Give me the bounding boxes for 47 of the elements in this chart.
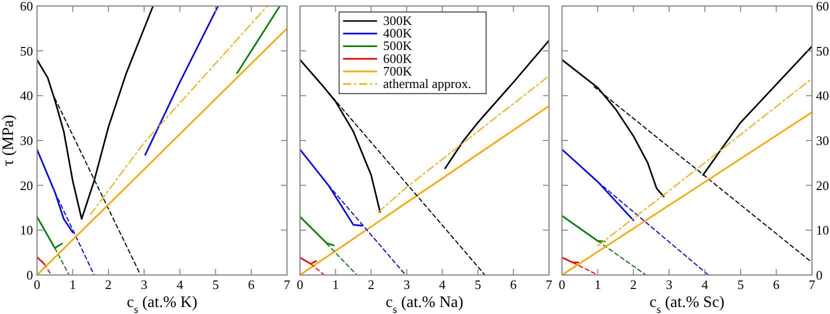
x-tick-label: 3: [666, 277, 672, 292]
legend-label: 600K: [383, 50, 413, 66]
x-tick-label: 2: [630, 277, 637, 292]
y-tick-label: 0: [26, 268, 33, 282]
x-tick-label: 4: [176, 277, 184, 292]
y-tick-label: 10: [20, 222, 33, 238]
x-tick-label: 1: [594, 277, 601, 292]
x-tick-label: 7: [284, 277, 291, 292]
x-tick-label: 1: [332, 277, 339, 292]
y-tick-label: 20: [20, 178, 33, 193]
y-tick-label: 20: [816, 178, 829, 193]
x-tick-label: 0: [558, 277, 566, 292]
x-tick-label: 4: [702, 277, 709, 292]
y-tick-label: 50: [816, 43, 829, 58]
y-axis-title: τ (MPa): [0, 114, 17, 166]
y-tick-label: 30: [816, 133, 829, 148]
legend-label: 700K: [383, 63, 413, 78]
y-tick-label: 0: [816, 268, 822, 282]
x-axis-title: c$_{s}$ (at.% Na): [386, 294, 464, 314]
legend-label: 500K: [383, 38, 413, 54]
x-tick-label: 7: [546, 277, 553, 292]
y-tick-label: 60: [20, 0, 33, 14]
x-tick-label: 1: [69, 277, 76, 292]
y-tick-label: 40: [20, 88, 33, 104]
x-tick-label: 6: [773, 277, 780, 292]
x-axis-title: c$_{s}$ (at.% K): [126, 294, 198, 314]
y-tick-label: 40: [816, 88, 829, 104]
x-tick-label: 5: [212, 277, 219, 292]
y-tick-label: 60: [816, 0, 829, 14]
legend-label: 300K: [383, 13, 413, 28]
legend-label: athermal approx.: [383, 76, 472, 91]
legend-label: 400K: [383, 26, 413, 41]
x-tick-label: 6: [248, 277, 256, 292]
x-tick-label: 2: [105, 277, 112, 292]
x-tick-label: 3: [140, 277, 148, 292]
x-tick-label: 7: [808, 277, 816, 292]
x-tick-label: 5: [737, 277, 744, 292]
x-tick-label: 3: [403, 277, 410, 292]
y-tick-label: 30: [20, 133, 33, 148]
x-axis-title: c$_{s}$ (at.% Sc): [650, 294, 724, 314]
y-tick-label: 10: [816, 222, 829, 238]
x-tick-label: 6: [510, 277, 518, 292]
y-tick-label: 50: [20, 43, 33, 58]
x-tick-label: 0: [296, 277, 304, 292]
x-tick-label: 2: [368, 277, 374, 292]
x-tick-label: 4: [439, 277, 446, 292]
x-tick-label: 5: [474, 277, 482, 292]
